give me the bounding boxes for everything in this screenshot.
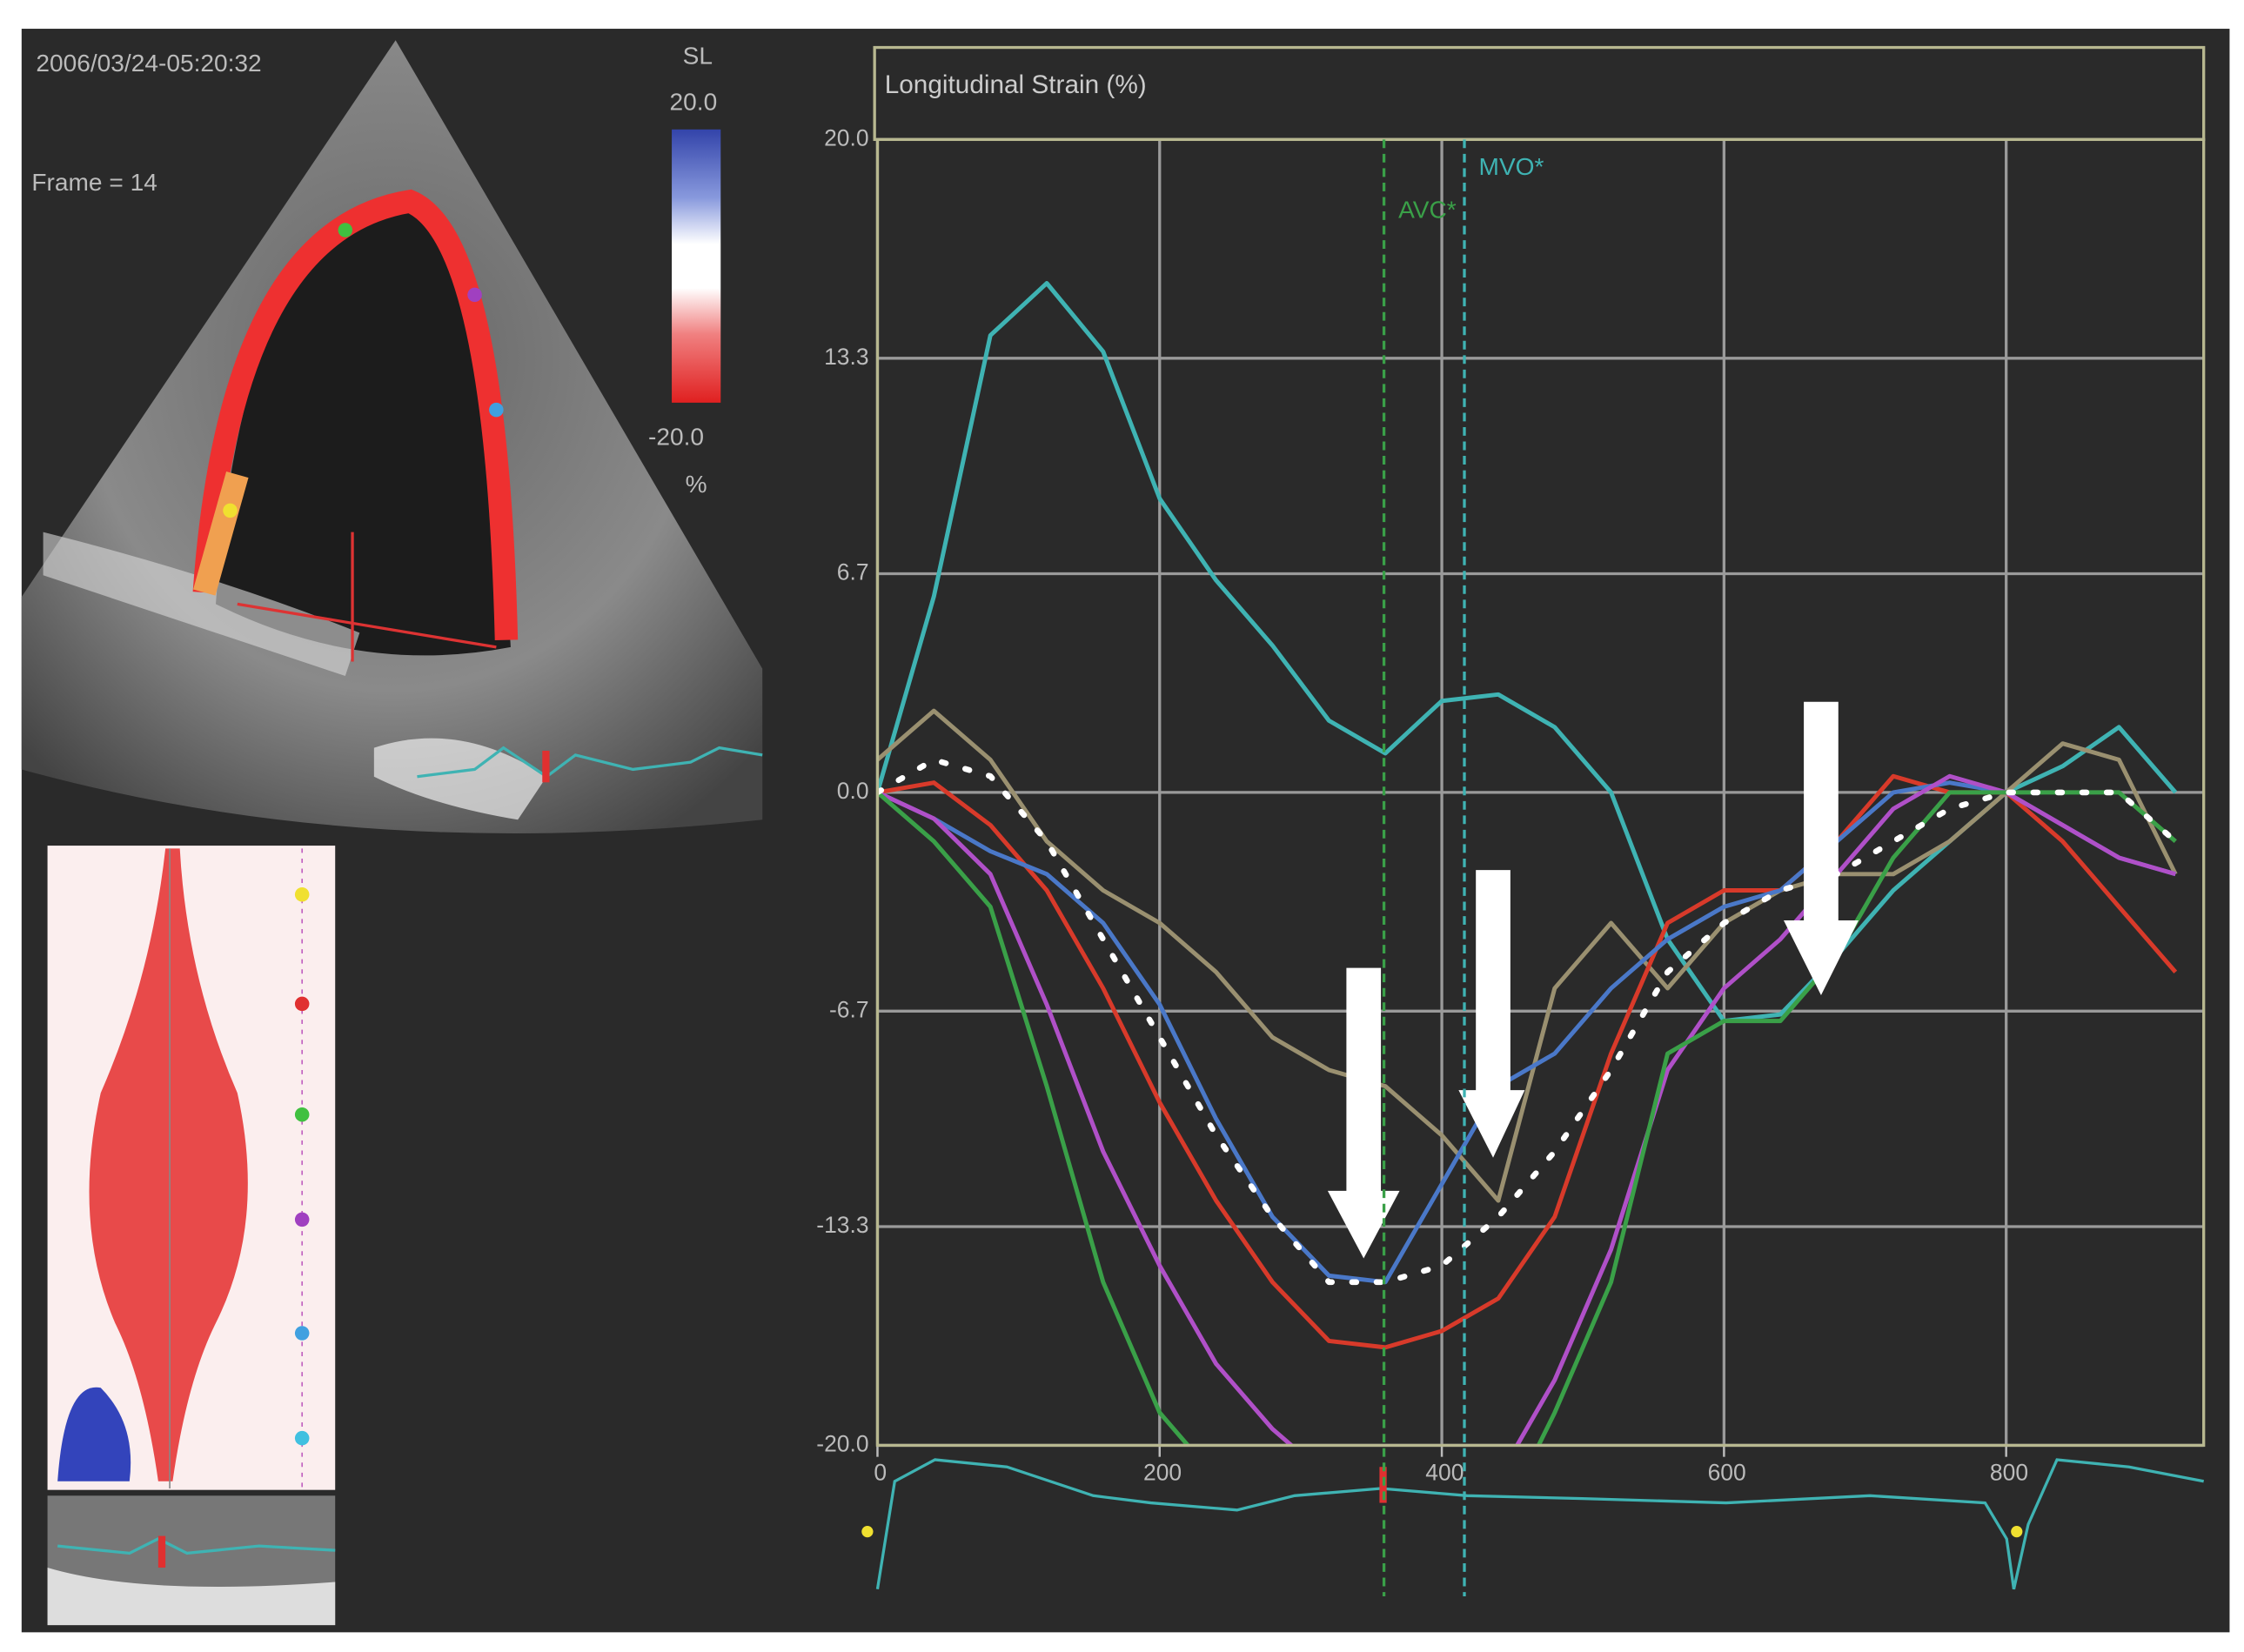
arrows <box>1327 701 1859 1259</box>
y-tick-label: 0.0 <box>837 778 869 804</box>
timestamp: 2006/03/24-05:20:32 <box>36 50 261 77</box>
y-tick-label: 13.3 <box>824 344 868 370</box>
x-tick-label: 600 <box>1708 1459 1746 1485</box>
chart-title: Longitudinal Strain (%) <box>885 70 1147 99</box>
event-label: AVC* <box>1398 196 1457 223</box>
series-line <box>877 757 2179 1286</box>
x-tick-label: 400 <box>1425 1459 1464 1485</box>
series-line <box>877 780 2176 1285</box>
series-line <box>877 773 2176 1446</box>
plot-border <box>875 137 2206 1448</box>
scale-unit: % <box>686 471 707 498</box>
y-tick-label: -6.7 <box>829 996 869 1022</box>
y-tick-label: 20.0 <box>824 124 868 150</box>
x-tick-label: 200 <box>1143 1459 1182 1485</box>
strain-map <box>47 846 336 1626</box>
y-tick-label: -20.0 <box>816 1430 868 1456</box>
event-label: MVO* <box>1479 153 1544 180</box>
color-bar <box>672 129 721 403</box>
scale-min: -20.0 <box>648 424 704 451</box>
scale-name: SL <box>683 43 713 70</box>
ecg-marker <box>861 1526 874 1538</box>
y-tick-label: -13.3 <box>816 1212 868 1238</box>
ultrasound-image <box>21 40 763 833</box>
ecg-trace <box>875 1458 2204 1590</box>
series-line <box>877 708 2178 1203</box>
x-tick-label: 0 <box>874 1459 887 1485</box>
y-tick-label: 6.7 <box>837 558 869 585</box>
frame-label: Frame = 14 <box>31 169 157 196</box>
scale-max: 20.0 <box>670 88 718 115</box>
ecg-marker <box>2011 1526 2023 1538</box>
x-tick-label: 800 <box>1990 1459 2028 1485</box>
series-line <box>877 790 2177 1446</box>
